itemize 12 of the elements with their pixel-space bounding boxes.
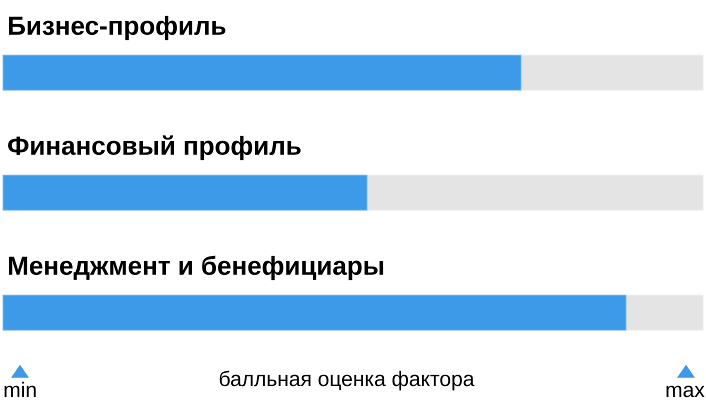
bar <box>626 294 704 331</box>
bar <box>520 54 704 91</box>
bar <box>2 294 626 331</box>
y-tick-label: Финансовый профиль <box>8 135 301 160</box>
text: min <box>4 382 36 397</box>
bar <box>366 174 704 211</box>
text: max <box>666 386 705 398</box>
y-tick-label: Менеджмент и бенефициары <box>8 256 384 280</box>
x-axis-title: балльная оценка фактора <box>220 370 474 390</box>
y-tick-label: Бизнес-профиль <box>8 16 226 40</box>
bar <box>2 174 368 211</box>
bar <box>2 54 522 91</box>
